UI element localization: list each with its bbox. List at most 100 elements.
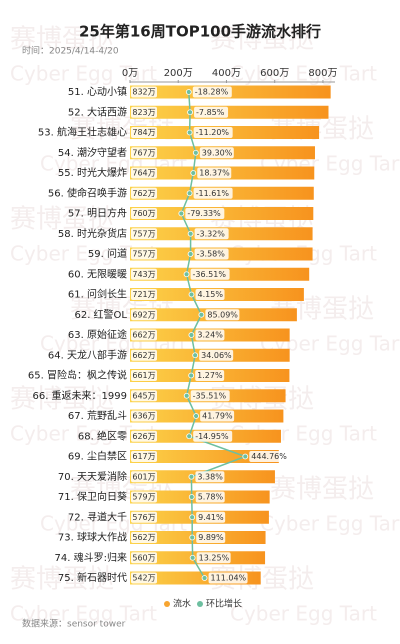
growth-label: -14.95% <box>195 432 229 441</box>
growth-label-bg <box>208 572 248 584</box>
bar-label-bg <box>131 167 157 179</box>
growth-point <box>186 433 193 440</box>
bar-value-label: 636万 <box>132 412 155 421</box>
bar-value-label: 823万 <box>132 108 155 117</box>
bar <box>130 105 329 119</box>
growth-label: 9.41% <box>198 513 224 522</box>
bar-label-bg <box>131 309 157 321</box>
growth-label-bg <box>249 451 289 462</box>
bar-value-label: 601万 <box>132 472 155 481</box>
growth-label: 1.27% <box>197 371 223 380</box>
category-label: 70. 天天爱消除 <box>58 470 127 483</box>
growth-point <box>190 170 197 176</box>
growth-label-bg <box>193 187 233 199</box>
category-label: 61. 问剑长生 <box>68 288 127 301</box>
bar-label-bg <box>131 289 157 300</box>
category-label: 59. 问道 <box>88 247 127 260</box>
growth-point <box>192 352 199 359</box>
growth-label-bg <box>197 167 232 179</box>
bar-label-bg <box>131 208 157 219</box>
bar-value-label: 721万 <box>132 290 155 299</box>
bar-value-label: 662万 <box>132 331 155 340</box>
growth-label-bg <box>192 86 232 98</box>
growth-point <box>185 89 192 95</box>
bar-value-label: 762万 <box>132 189 155 198</box>
bar-label-bg <box>131 329 157 341</box>
watermark: 赛博蛋挞 <box>10 205 114 235</box>
growth-point <box>193 413 200 419</box>
growth-label-bg <box>199 147 234 159</box>
growth-label: -79.33% <box>187 209 221 218</box>
growth-label-bg <box>194 106 229 118</box>
growth-point <box>198 311 205 318</box>
bar-label-bg <box>131 451 157 462</box>
x-tick-label: 400万 <box>212 68 241 79</box>
category-label: 51. 心动小镇 <box>68 85 127 98</box>
growth-point <box>192 149 199 156</box>
growth-label-bg <box>196 552 231 564</box>
growth-label: 3.38% <box>197 472 223 481</box>
growth-label: 41.79% <box>202 412 233 421</box>
bar-value-label: 743万 <box>132 270 155 279</box>
source: 数据来源：sensor tower <box>22 618 126 630</box>
bar-value-label: 626万 <box>132 432 155 441</box>
bar-value-label: 662万 <box>132 351 155 360</box>
category-label: 68. 绝区零 <box>78 429 127 442</box>
bar-label-bg <box>131 511 157 523</box>
bar-label-bg <box>131 349 157 361</box>
x-tick-label: 0万 <box>122 68 138 79</box>
growth-label: -3.32% <box>197 229 226 238</box>
bar-value-label: 760万 <box>132 209 155 218</box>
x-tick-label: 200万 <box>164 68 193 79</box>
legend-swatch <box>164 601 170 607</box>
growth-label: -11.61% <box>196 189 230 198</box>
growth-label: 444.76% <box>251 452 287 461</box>
growth-label-bg <box>185 208 225 219</box>
growth-label-bg <box>195 471 225 483</box>
bar-value-label: 784万 <box>132 128 155 137</box>
growth-point <box>186 129 193 136</box>
growth-label-bg <box>205 309 240 321</box>
bar-value-label: 579万 <box>132 493 155 502</box>
growth-point <box>187 109 193 116</box>
watermark: Cyber Egg Tart <box>260 512 400 536</box>
legend-swatch <box>197 601 203 607</box>
category-label: 56. 使命召唤手游 <box>48 186 127 199</box>
growth-label-bg <box>196 532 226 543</box>
growth-point <box>189 554 196 561</box>
growth-label-bg <box>195 289 225 300</box>
growth-label-bg <box>190 268 230 280</box>
bar-label-bg <box>131 390 157 402</box>
growth-point <box>201 575 208 581</box>
watermark: Cyber Egg Tart <box>230 602 377 626</box>
growth-label: 9.89% <box>198 533 224 542</box>
bar-label-bg <box>131 410 157 422</box>
growth-label: 4.15% <box>198 290 224 299</box>
bar-value-label: 562万 <box>132 533 155 542</box>
growth-label: -7.85% <box>196 108 225 117</box>
growth-point <box>188 372 195 379</box>
bar-value-label: 757万 <box>132 229 155 238</box>
growth-label: 85.09% <box>207 310 238 319</box>
category-label: 62. 红警OL <box>74 308 127 321</box>
watermark: 赛博蛋挞 <box>10 25 114 55</box>
bar-label-bg <box>131 248 157 260</box>
bar-label-bg <box>131 552 157 564</box>
growth-label-bg <box>194 248 229 260</box>
bar-value-label: 661万 <box>132 371 155 380</box>
growth-label: -35.51% <box>193 391 227 400</box>
growth-point <box>188 473 195 480</box>
growth-label: 111.04% <box>211 574 247 583</box>
category-label: 63. 原始征途 <box>68 328 127 341</box>
growth-label-bg <box>194 228 229 240</box>
category-label: 52. 大话西游 <box>68 105 127 118</box>
bar-value-label: 560万 <box>132 553 155 562</box>
subtitle: 时间：2025/4/14-4/20 <box>22 45 119 57</box>
growth-label: 34.06% <box>201 351 232 360</box>
watermark: 赛博蛋挞 <box>10 565 114 595</box>
bar-label-bg <box>131 430 157 442</box>
category-label: 69. 尘白禁区 <box>68 450 127 463</box>
category-label: 75. 新石器时代 <box>58 571 127 584</box>
growth-label-bg <box>199 349 234 361</box>
chart-title: 25年第16周TOP100手游流水排行 <box>79 23 321 41</box>
